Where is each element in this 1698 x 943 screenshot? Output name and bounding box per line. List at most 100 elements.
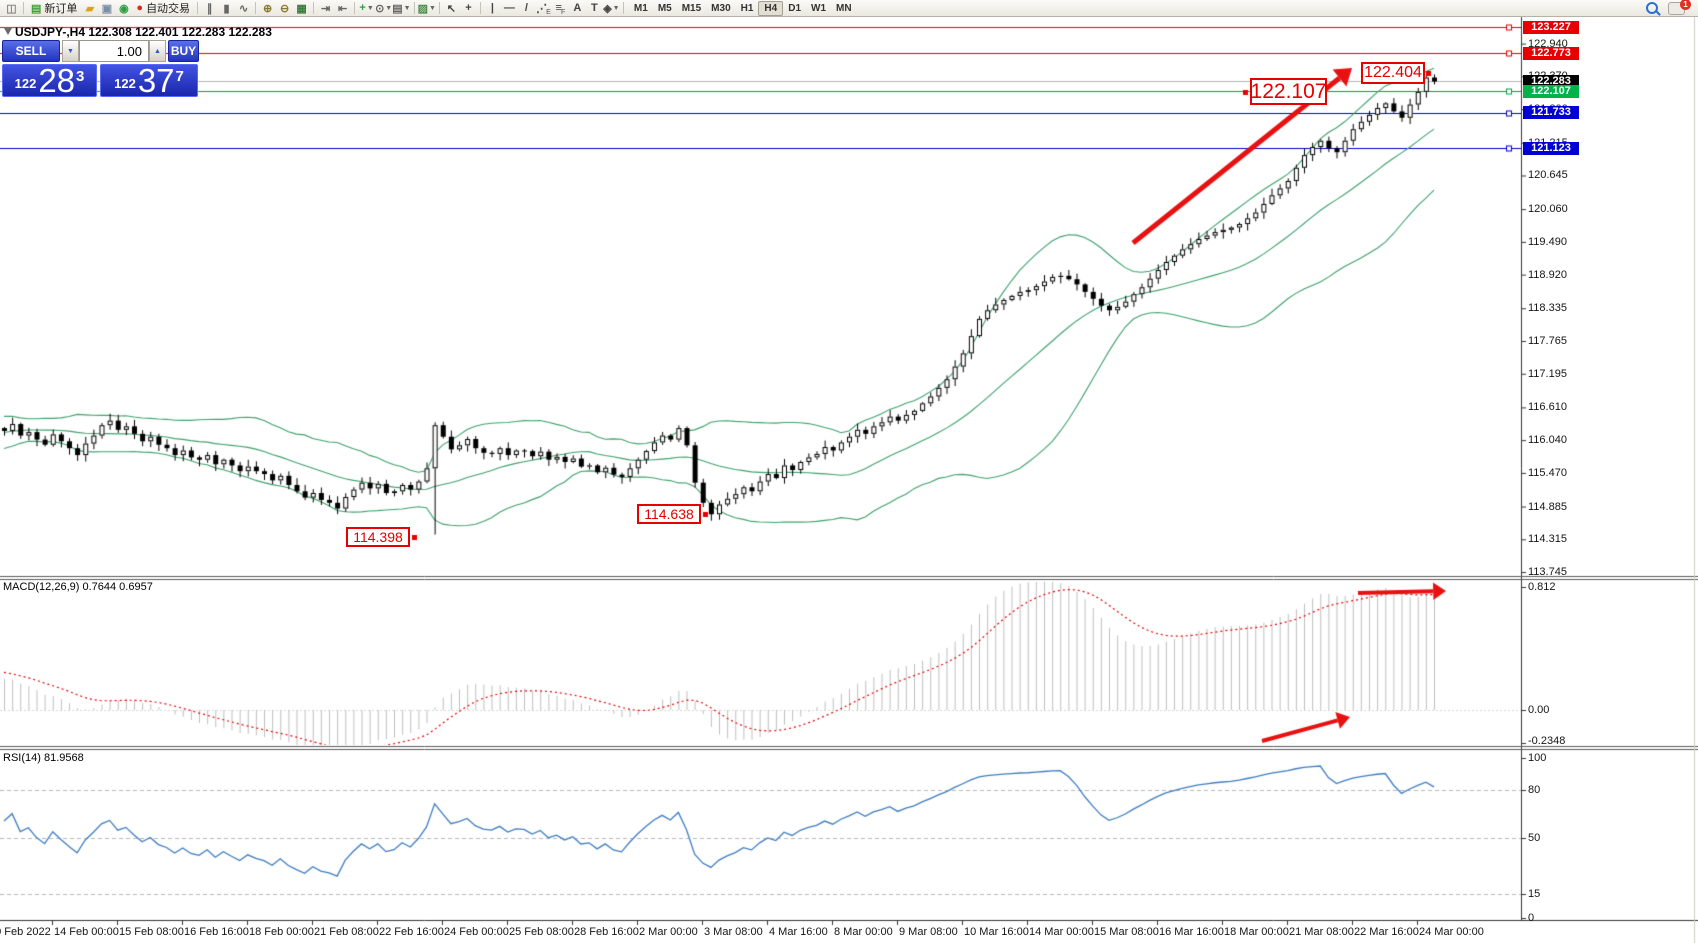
- date-tick-label: 21 Feb 08:00: [314, 926, 379, 938]
- price-tick: 114.315: [1528, 533, 1567, 546]
- new-order-button[interactable]: ▤ 新订单: [31, 2, 78, 16]
- price-label-chip: 122.283: [1523, 74, 1579, 88]
- trendline-icon[interactable]: /: [524, 2, 528, 14]
- sell-price-pips: 28: [38, 62, 76, 99]
- timeframe-button-m15[interactable]: M15: [681, 2, 702, 14]
- channel-icon[interactable]: ⋰ E: [536, 2, 551, 16]
- autotrade-button[interactable]: ● 自动交易: [136, 2, 191, 15]
- date-tick-label: 18 Mar 00:00: [1224, 926, 1289, 938]
- date-tick-label: 24 Feb 00:00: [444, 926, 509, 938]
- toolbar-separator: [313, 2, 315, 14]
- zoom-in-icon[interactable]: ⊕: [262, 2, 273, 15]
- deposit-icon[interactable]: ▰: [85, 2, 95, 15]
- date-tick-label: 10 Feb 2022: [0, 926, 51, 938]
- line-chart-icon[interactable]: ∿: [238, 2, 249, 15]
- timeframe-button-m1[interactable]: M1: [633, 2, 648, 14]
- volume-increase-button[interactable]: ▲: [149, 40, 166, 62]
- chat-badge: 1: [1680, 0, 1691, 10]
- buy-price-pips: 37: [137, 62, 175, 99]
- toolbar-separator: [622, 2, 624, 14]
- toolbar: ◫ ▤ 新订单 ▰ ▣ ◉ ● 自动交易 ∥ ▮ ∿ ⊕ ⊖ ▦ ⇥ ⇤ + ▼ ⊙ ▼ ▤ ▼ ▨ ▼ ↖ + | — / ⋰ E ≡ F A T…: [0, 0, 1698, 17]
- one-click-trade-panel: SELL ▼ 1.00 ▲ BUY 122 28 3 122 37 7: [2, 40, 199, 97]
- macd-tick: 0.812: [1528, 580, 1556, 593]
- date-tick-label: 24 Mar 00:00: [1419, 926, 1484, 938]
- chart-window-icon[interactable]: ◫: [6, 2, 17, 15]
- toolbar-separator: [479, 2, 481, 14]
- timeframe-button-mn[interactable]: MN: [836, 2, 852, 14]
- vertical-line-icon[interactable]: |: [490, 2, 494, 14]
- buy-price-display[interactable]: 122 37 7: [100, 64, 198, 97]
- signal-icon[interactable]: ◉: [119, 2, 129, 15]
- cursor-icon[interactable]: ↖: [446, 2, 457, 15]
- timeframe-button-h4[interactable]: H4: [758, 0, 784, 16]
- text-icon[interactable]: A: [573, 2, 582, 14]
- text-label-icon[interactable]: T: [591, 2, 598, 14]
- add-indicator-icon[interactable]: + ▼: [359, 2, 374, 14]
- buy-price-big-figure: 122: [114, 76, 136, 91]
- volume-decrease-button[interactable]: ▼: [62, 40, 79, 62]
- timeframe-button-m5[interactable]: M5: [657, 2, 672, 14]
- templates-icon[interactable]: ▤ ▼: [392, 2, 411, 15]
- sell-button[interactable]: SELL: [2, 40, 60, 62]
- timeframe-button-m30[interactable]: M30: [711, 2, 731, 14]
- sell-price-pipette: 3: [76, 68, 85, 85]
- rsi-tick: 100: [1528, 752, 1547, 764]
- date-tick-label: 14 Mar 00:00: [1029, 926, 1094, 938]
- price-label-chip: 122.773: [1523, 46, 1579, 60]
- date-tick-label: 21 Mar 08:00: [1289, 926, 1354, 938]
- price-tick: 117.765: [1528, 335, 1567, 347]
- rsi-tick: 15: [1528, 888, 1541, 900]
- period-icon[interactable]: ⊙ ▼: [375, 2, 393, 15]
- date-tick-label: 16 Feb 16:00: [184, 926, 249, 938]
- terminal-icon[interactable]: ▣: [101, 2, 113, 15]
- price-tick: 118.335: [1528, 302, 1567, 315]
- rsi-tick: 50: [1528, 832, 1541, 844]
- price-label-chip: 121.733: [1523, 106, 1579, 120]
- auto-scroll-icon[interactable]: ⇥: [320, 2, 331, 15]
- chart-shift-icon[interactable]: ⇤: [337, 2, 348, 15]
- candlestick-icon[interactable]: ▮: [223, 2, 230, 15]
- buy-price-pipette: 7: [175, 68, 184, 85]
- date-tick-label: 3 Mar 08:00: [704, 926, 763, 938]
- price-tag-annotation[interactable]: 114.638: [637, 504, 701, 524]
- price-tick: 116.610: [1528, 401, 1567, 414]
- toolbar-separator: [197, 2, 199, 14]
- price-tag-annotation[interactable]: 122.404: [1361, 62, 1425, 84]
- tile-windows-icon[interactable]: ▦: [296, 2, 307, 15]
- price-tick: 119.490: [1528, 235, 1567, 248]
- fibonacci-icon[interactable]: ≡ F: [555, 2, 566, 16]
- date-tick-label: 28 Feb 16:00: [574, 926, 639, 938]
- sell-price-display[interactable]: 122 28 3: [2, 64, 97, 97]
- price-label-chip: 122.107: [1523, 84, 1579, 98]
- date-tick-label: 10 Mar 16:00: [964, 926, 1029, 938]
- arrows-icon[interactable]: ◈ ▼: [603, 2, 620, 15]
- crosshair-icon[interactable]: +: [465, 2, 472, 14]
- sell-price-big-figure: 122: [14, 76, 37, 91]
- bar-chart-icon[interactable]: ∥: [206, 2, 213, 15]
- date-tick-label: 22 Mar 16:00: [1354, 926, 1419, 938]
- macd-indicator-label: MACD(12,26,9) 0.7644 0.6957: [3, 581, 153, 593]
- buy-button[interactable]: BUY: [168, 40, 199, 62]
- rsi-tick: 80: [1528, 784, 1541, 796]
- zoom-out-icon[interactable]: ⊖: [279, 2, 290, 15]
- timeframe-button-h1[interactable]: H1: [740, 2, 754, 14]
- price-tag-annotation[interactable]: 122.107: [1250, 78, 1327, 105]
- chart-title: USDJPY-,H4 122.308 122.401 122.283 122.2…: [15, 25, 272, 39]
- timeframe-button-w1[interactable]: W1: [811, 2, 827, 14]
- date-tick-label: 14 Feb 00:00: [54, 926, 119, 938]
- search-icon[interactable]: [1646, 2, 1661, 16]
- date-tick-label: 4 Mar 16:00: [769, 926, 828, 938]
- volume-input[interactable]: 1.00: [79, 40, 149, 62]
- price-tick: 120.645: [1528, 169, 1568, 182]
- price-tick: 116.040: [1528, 434, 1567, 447]
- date-tick-label: 18 Feb 00:00: [249, 926, 314, 938]
- macd-tick: -0.2348: [1528, 735, 1566, 747]
- price-tag-annotation[interactable]: 114.398: [346, 527, 410, 547]
- chart-type-icon[interactable]: ▨ ▼: [417, 2, 436, 15]
- horizontal-line-icon[interactable]: —: [503, 2, 515, 14]
- chat-icon[interactable]: 1: [1668, 0, 1691, 15]
- timeframe-button-d1[interactable]: D1: [788, 2, 802, 14]
- toolbar-separator: [255, 2, 257, 14]
- rsi-tick: 0: [1528, 912, 1535, 924]
